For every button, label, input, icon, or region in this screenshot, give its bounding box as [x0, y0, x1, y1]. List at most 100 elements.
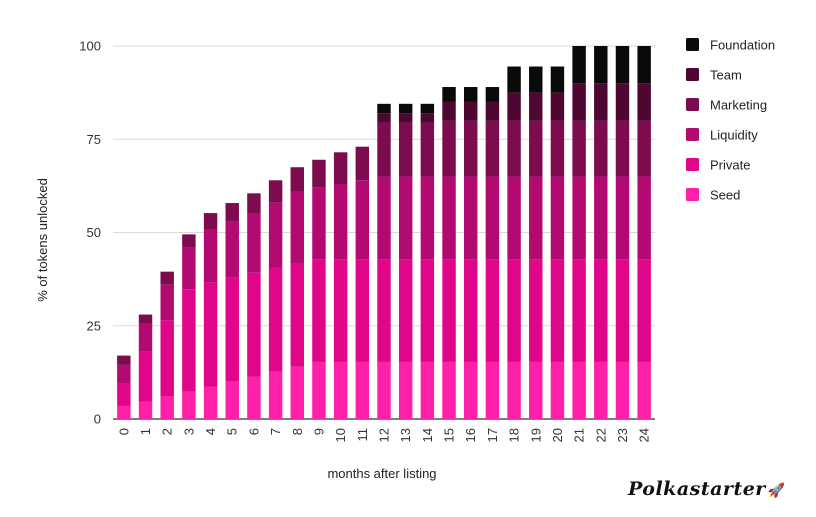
x-tick-label: 14 [420, 428, 435, 442]
bar-segment-foundation [485, 87, 500, 102]
bar-segment-foundation [637, 46, 651, 84]
y-tick-label: 75 [87, 132, 101, 147]
bar-segment-foundation [463, 87, 478, 102]
bar-segment-marketing [268, 180, 283, 203]
bar-segment-private [529, 259, 543, 362]
bar-segment-private [463, 259, 478, 362]
legend-swatch [686, 128, 699, 141]
bar-segment-private [160, 320, 174, 397]
bar-segment-marketing [290, 167, 305, 192]
bar-segment-marketing [203, 213, 218, 230]
rocket-icon: 🚀 [767, 483, 786, 499]
bar-segment-team [550, 92, 565, 121]
bar-segment-foundation [529, 66, 543, 93]
legend-swatch [686, 158, 699, 171]
legend-label: Private [710, 158, 750, 173]
x-tick-label: 24 [637, 428, 652, 442]
bar-segment-private [442, 259, 456, 362]
x-axis-title: months after listing [327, 466, 436, 481]
bar-segment-seed [138, 401, 153, 419]
bar-segment-marketing [550, 120, 565, 177]
bar-segment-seed [463, 361, 478, 419]
bar-segment-team [420, 113, 435, 123]
bar-segment-marketing [615, 120, 630, 177]
bar-segment-marketing [594, 120, 608, 177]
bars [117, 46, 651, 419]
bar-segment-private [333, 259, 348, 362]
legend-swatch [686, 98, 699, 111]
bar-segment-seed [290, 366, 305, 419]
y-tick-label: 50 [87, 225, 101, 240]
bar-segment-private [117, 383, 131, 406]
x-tick-label: 17 [485, 428, 500, 442]
bar-segment-marketing [333, 152, 348, 185]
bar-segment-private [420, 259, 435, 362]
brand-name: Polkastarter [628, 478, 766, 500]
legend-item-foundation: Foundation [686, 38, 775, 53]
bar-segment-private [594, 259, 608, 362]
bar-segment-foundation [550, 66, 565, 93]
bar-segment-private [247, 272, 261, 377]
bar-segment-team [615, 83, 630, 121]
bar-segment-private [485, 259, 500, 362]
bar-segment-marketing [377, 122, 391, 177]
x-tick-label: 12 [377, 428, 392, 442]
bar-segment-team [377, 113, 391, 123]
legend-item-marketing: Marketing [686, 98, 767, 113]
y-tick-labels: 0 25 50 75 100 [79, 39, 101, 427]
bar-segment-seed [333, 361, 348, 419]
bar-segment-marketing [182, 234, 196, 248]
bar-segment-seed [594, 361, 608, 419]
bar-segment-private [138, 351, 153, 402]
bar-segment-private [290, 263, 305, 367]
bar-segment-liquidity [594, 176, 608, 260]
bar-segment-private [507, 259, 521, 362]
bar-segment-liquidity [138, 323, 153, 352]
bar-segment-liquidity [420, 176, 435, 260]
bar-segment-private [355, 259, 370, 362]
bar-segment-seed [507, 361, 521, 419]
bar-segment-foundation [442, 87, 456, 102]
x-tick-label: 3 [181, 428, 196, 435]
bar-segment-seed [442, 361, 456, 419]
bar-segment-seed [182, 391, 196, 419]
bar-segment-team [485, 101, 500, 121]
bar-segment-private [377, 259, 391, 362]
x-tick-label: 16 [463, 428, 478, 442]
legend-item-team: Team [686, 68, 742, 83]
bar-segment-seed [355, 361, 370, 419]
bar-segment-marketing [117, 355, 131, 365]
bar-segment-team [463, 101, 478, 121]
bar-segment-liquidity [290, 191, 305, 264]
bar-segment-team [507, 92, 521, 121]
bar-segment-marketing [247, 193, 261, 214]
bar-segment-liquidity [442, 176, 456, 260]
x-tick-label: 1 [138, 428, 153, 435]
bar-segment-team [572, 83, 586, 121]
bar-segment-seed [312, 361, 326, 419]
y-tick-label: 100 [79, 39, 101, 54]
bar-segment-seed [637, 361, 651, 419]
x-tick-labels: 0 1 2 3 4 5 6 7 8 9 10 11 12 13 14 15 16 17 18 19 20 21 22 23 24 [116, 428, 651, 442]
bar-segment-liquidity [550, 176, 565, 260]
legend-label: Liquidity [710, 128, 758, 143]
bar-segment-foundation [377, 103, 391, 114]
bar-segment-team [637, 83, 651, 121]
bar-segment-marketing [463, 120, 478, 177]
x-tick-label: 15 [442, 428, 457, 442]
bar-segment-liquidity [529, 176, 543, 260]
x-tick-label: 5 [225, 428, 240, 435]
legend-swatch [686, 38, 699, 51]
bar-segment-seed [572, 361, 586, 419]
bar-segment-foundation [594, 46, 608, 84]
legend-item-seed: Seed [686, 188, 740, 203]
bar-segment-team [398, 113, 413, 123]
bar-segment-foundation [420, 103, 435, 114]
bar-segment-marketing [398, 122, 413, 177]
bar-segment-liquidity [203, 229, 218, 283]
bar-segment-seed [529, 361, 543, 419]
bar-segment-liquidity [225, 221, 239, 278]
bar-segment-seed [203, 386, 218, 419]
bar-segment-liquidity [377, 176, 391, 260]
x-tick-label: 11 [355, 428, 370, 442]
